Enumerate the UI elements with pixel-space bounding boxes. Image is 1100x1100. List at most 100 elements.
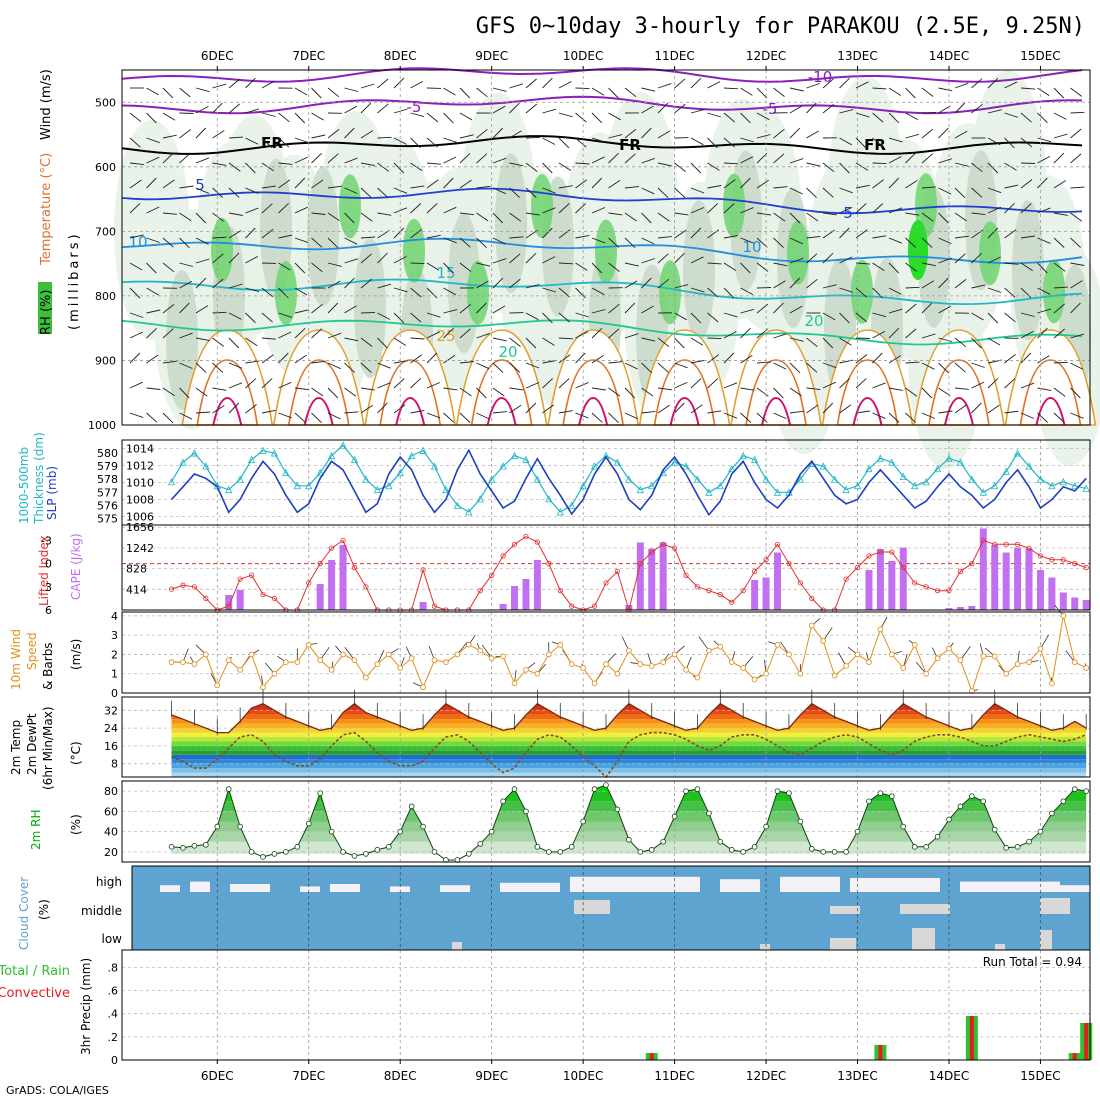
li-point	[260, 591, 266, 598]
wind-speed-point	[706, 647, 712, 654]
wind-speed-point	[888, 651, 895, 658]
wind-barb	[525, 402, 537, 414]
wind-barb	[1037, 355, 1050, 364]
rh-point	[225, 786, 232, 792]
cloud-high-block	[850, 878, 940, 892]
wind-barb	[591, 287, 605, 296]
wind-barb	[839, 77, 850, 89]
cloud-high-block	[960, 881, 1060, 892]
date-label-bottom: 10DEC	[563, 1069, 603, 1083]
li-point	[1083, 564, 1089, 571]
wind-barb	[839, 162, 850, 174]
bl-contour-25	[455, 329, 548, 426]
upper-air-labels: RH (%) Temperature (°C) Wind (m/s) (mill…	[38, 69, 82, 335]
wind-speed-point	[808, 622, 815, 629]
wind-speed-point	[431, 657, 438, 664]
wind-barb	[311, 237, 323, 248]
wind-barb	[905, 237, 917, 248]
wind-barb	[575, 412, 589, 419]
wind-barb	[162, 328, 174, 339]
wind-barb	[1004, 229, 1017, 239]
wind-barb	[773, 128, 785, 139]
tick-label: 60	[104, 805, 118, 818]
wind-speed-point	[363, 674, 369, 681]
wind-barb	[228, 187, 240, 198]
wind-barb	[624, 387, 636, 399]
isotherm-label: 20	[804, 312, 823, 330]
wind-barb	[690, 207, 705, 214]
wind-barb	[624, 302, 636, 314]
wind-barb	[228, 103, 240, 114]
isotherm-label: 10	[742, 238, 761, 256]
wind-barb	[723, 412, 738, 419]
wind-barb	[806, 337, 818, 348]
rh-shade	[166, 270, 198, 410]
wind-barb	[146, 412, 158, 423]
wind-speed-point	[260, 684, 266, 691]
thickness-point	[819, 462, 827, 470]
wind-barb	[410, 229, 422, 239]
thickness-point	[373, 485, 381, 494]
wind-barb	[443, 262, 454, 274]
date-label-top: 12DEC	[746, 49, 786, 63]
wind-barb	[971, 284, 986, 289]
wind-barb	[245, 404, 257, 414]
wind-barb	[591, 87, 605, 96]
wind-barb	[905, 133, 920, 139]
thickness-point	[225, 485, 233, 494]
cloud-low-block	[452, 942, 462, 950]
thickness-point	[1082, 484, 1090, 492]
wind-speed-point	[740, 665, 747, 671]
wind-barb	[509, 236, 524, 239]
wind-barb	[542, 162, 553, 174]
rh-point	[728, 847, 735, 853]
wind-barb	[1053, 112, 1067, 120]
li-point	[523, 533, 529, 540]
rh-point	[1037, 828, 1044, 835]
li-point	[1003, 541, 1009, 547]
wind-barb	[509, 83, 524, 89]
wind-barb	[525, 362, 540, 369]
li-point	[317, 561, 323, 567]
li-point	[649, 549, 655, 555]
precip-conv-bar	[878, 1044, 883, 1060]
bl-contour-30	[836, 359, 899, 426]
wind-barb	[492, 187, 506, 195]
wind-barb	[162, 387, 175, 397]
wind-barb	[542, 256, 556, 264]
wind-barb	[1053, 387, 1066, 397]
wind-barb	[558, 354, 571, 364]
wind-barb	[674, 337, 685, 349]
date-label-bottom: 11DEC	[654, 1069, 694, 1083]
tick-label: 1012	[126, 460, 154, 473]
wind-speed-point	[443, 659, 449, 665]
pressure-tick-label: 900	[95, 354, 116, 367]
tick-label: 32	[104, 704, 118, 717]
wind-barb	[872, 203, 884, 214]
wind-barb	[641, 410, 656, 414]
wind-barb	[476, 212, 489, 222]
wind-barb	[839, 206, 853, 214]
li-point	[992, 541, 998, 547]
rh-frame	[121, 780, 1091, 863]
wind-barb	[872, 412, 886, 419]
wind-barb	[426, 234, 441, 239]
wind-barb	[575, 234, 590, 239]
wind-barb	[872, 112, 884, 123]
wind-barb	[591, 309, 606, 314]
li-point	[168, 586, 175, 592]
wind-barb	[261, 312, 273, 323]
rh-point	[488, 828, 495, 835]
wind-speed-point	[420, 684, 426, 691]
wind-barb	[575, 287, 586, 299]
li-point	[763, 557, 769, 563]
wind-speed-point	[786, 651, 792, 658]
rh-point	[889, 793, 895, 799]
wind-speed-point	[866, 659, 872, 665]
wind-barb	[756, 112, 770, 121]
wind-barb	[1004, 202, 1015, 214]
wind-barb	[839, 404, 852, 414]
thickness-point	[911, 481, 919, 490]
bl-contour-35	[761, 396, 792, 426]
wind-barb	[1004, 137, 1015, 149]
